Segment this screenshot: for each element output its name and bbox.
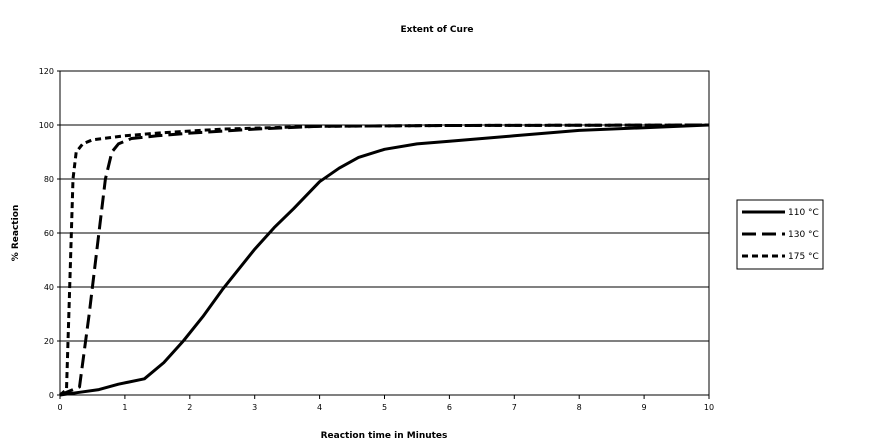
legend-label: 110 °C — [788, 208, 819, 218]
x-tick-label: 7 — [512, 403, 517, 412]
x-tick-label: 10 — [704, 403, 714, 412]
x-axis-label: Reaction time in Minutes — [321, 431, 448, 441]
x-tick-label: 9 — [642, 403, 647, 412]
series-line-110-c — [59, 123, 710, 397]
x-axis-ticks: 0 1 2 3 4 5 6 7 8 9 10 — [57, 395, 714, 412]
legend-label: 130 °C — [788, 230, 819, 240]
x-tick-label: 5 — [382, 403, 387, 412]
y-axis-ticks: 0 20 40 60 80 100 120 — [39, 67, 60, 400]
chart-title: Extent of Cure — [401, 25, 474, 35]
legend-label: 175 °C — [788, 252, 819, 262]
series-line-130-c — [59, 123, 710, 397]
y-tick-label: 120 — [39, 67, 54, 76]
x-tick-label: 4 — [317, 403, 322, 412]
legend: 110 °C 130 °C 175 °C — [736, 199, 824, 270]
y-tick-label: 20 — [44, 337, 54, 346]
x-tick-label: 6 — [447, 403, 452, 412]
y-tick-label: 100 — [39, 121, 54, 130]
x-tick-label: 0 — [57, 403, 62, 412]
y-tick-label: 0 — [49, 391, 54, 400]
y-axis-label: % Reaction — [11, 205, 21, 262]
series-lines — [59, 123, 710, 397]
x-tick-label: 8 — [577, 403, 582, 412]
y-tick-label: 40 — [44, 283, 54, 292]
x-tick-label: 3 — [252, 403, 257, 412]
y-tick-label: 80 — [44, 175, 54, 184]
y-tick-label: 60 — [44, 229, 54, 238]
x-tick-label: 2 — [187, 403, 192, 412]
gridlines — [60, 124, 709, 342]
x-tick-label: 1 — [122, 403, 127, 412]
series-line-175-c — [59, 123, 710, 397]
